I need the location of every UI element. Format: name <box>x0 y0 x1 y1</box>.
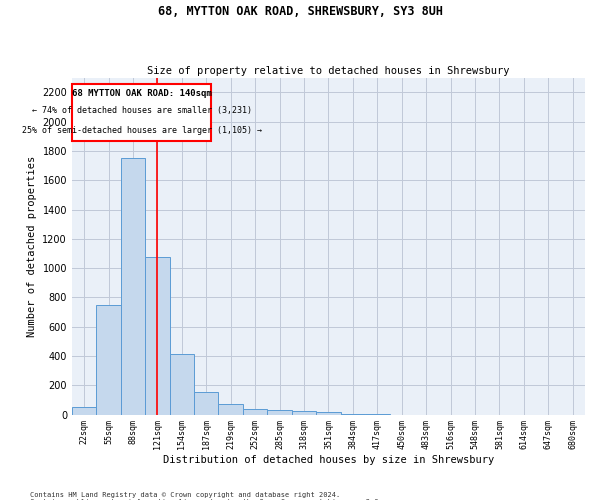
Bar <box>170 354 194 414</box>
Bar <box>268 410 292 414</box>
Text: 25% of semi-detached houses are larger (1,105) →: 25% of semi-detached houses are larger (… <box>22 126 262 135</box>
Text: 68 MYTTON OAK ROAD: 140sqm: 68 MYTTON OAK ROAD: 140sqm <box>71 90 211 98</box>
Bar <box>72 408 97 414</box>
X-axis label: Distribution of detached houses by size in Shrewsbury: Distribution of detached houses by size … <box>163 455 494 465</box>
Bar <box>218 404 243 414</box>
Bar <box>292 411 316 414</box>
Title: Size of property relative to detached houses in Shrewsbury: Size of property relative to detached ho… <box>147 66 509 76</box>
Bar <box>243 408 268 414</box>
Bar <box>97 304 121 414</box>
Bar <box>145 257 170 414</box>
Text: Contains public sector information licensed under the Open Government Licence v3: Contains public sector information licen… <box>30 499 383 500</box>
Bar <box>121 158 145 414</box>
FancyBboxPatch shape <box>72 84 211 140</box>
Bar <box>194 392 218 414</box>
Text: 68, MYTTON OAK ROAD, SHREWSBURY, SY3 8UH: 68, MYTTON OAK ROAD, SHREWSBURY, SY3 8UH <box>157 5 443 18</box>
Text: Contains HM Land Registry data © Crown copyright and database right 2024.: Contains HM Land Registry data © Crown c… <box>30 492 340 498</box>
Text: ← 74% of detached houses are smaller (3,231): ← 74% of detached houses are smaller (3,… <box>32 106 251 116</box>
Bar <box>316 412 341 414</box>
Y-axis label: Number of detached properties: Number of detached properties <box>27 156 37 337</box>
